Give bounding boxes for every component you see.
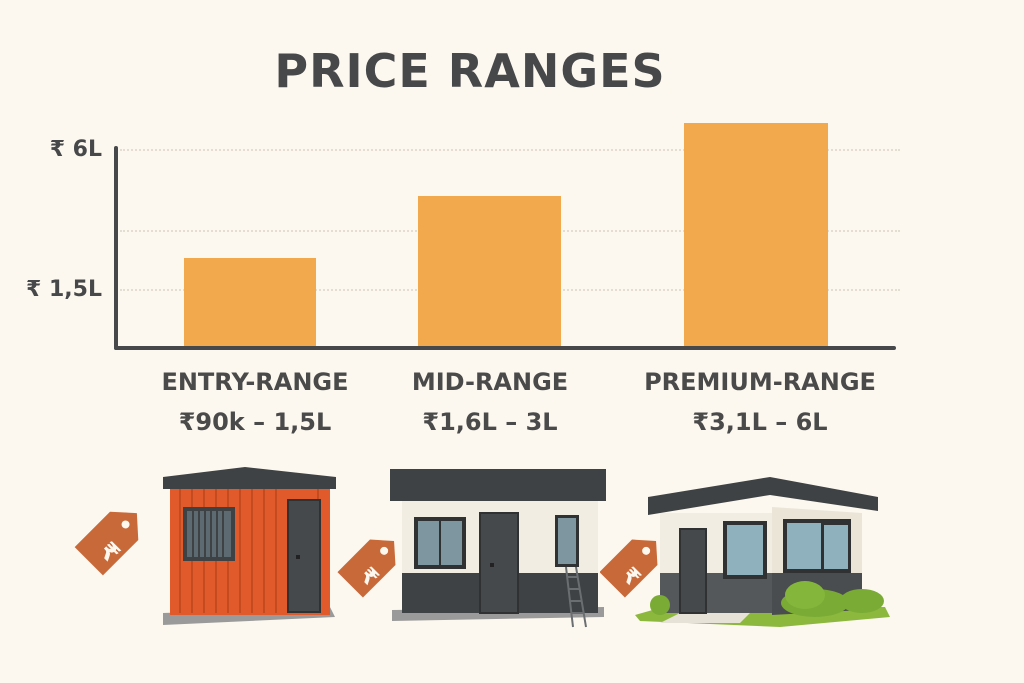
category-name: MID-RANGE (411, 368, 569, 396)
rupee-price-tag-icon: ₹ (74, 511, 139, 576)
category-mid-range: MID-RANGE ₹1,6L – 3L (375, 368, 605, 436)
category-entry-range: ENTRY-RANGE ₹90k – 1,5L (140, 368, 370, 436)
mid-range-cabin-illustration: ₹ (337, 469, 606, 628)
entry-range-cabin-illustration: ₹ (74, 467, 336, 625)
bar-premium-range (684, 123, 828, 348)
bar-entry-range (184, 258, 316, 348)
category-price-range: ₹90k – 1,5L (178, 408, 332, 436)
x-axis (114, 346, 896, 350)
rupee-price-tag-icon: ₹ (600, 539, 658, 598)
chart-title: PRICE RANGES (274, 44, 666, 98)
category-premium-range: PREMIUM-RANGE ₹3,1L – 6L (615, 368, 905, 436)
y-tick-label: ₹ 1,5L (26, 277, 102, 302)
category-name: PREMIUM-RANGE (644, 368, 876, 396)
category-name: ENTRY-RANGE (161, 368, 349, 396)
y-tick-label: ₹ 6L (49, 137, 102, 162)
bar-mid-range (418, 196, 561, 348)
category-price-range: ₹3,1L – 6L (692, 408, 828, 436)
category-price-range: ₹1,6L – 3L (422, 408, 558, 436)
gridline (120, 149, 900, 151)
y-axis (114, 146, 118, 350)
rupee-price-tag-icon: ₹ (337, 539, 396, 598)
premium-range-cabin-illustration: ₹ (600, 477, 890, 627)
